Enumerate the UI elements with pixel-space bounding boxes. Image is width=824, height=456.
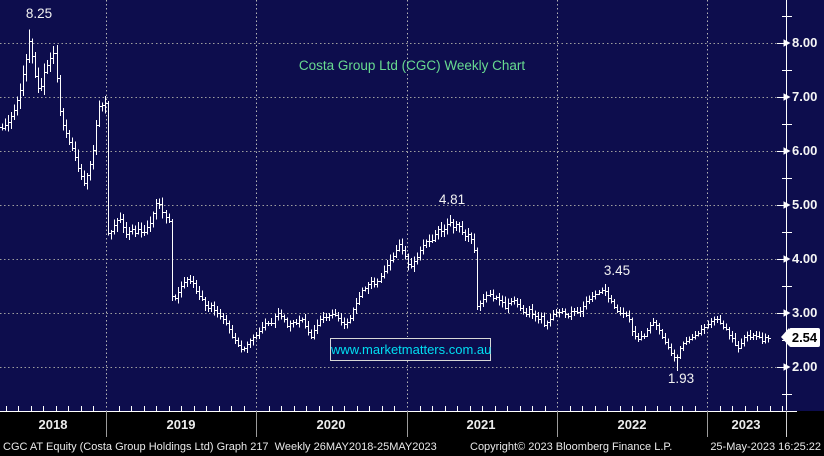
year-separator-lines — [106, 411, 787, 437]
chart-canvas — [0, 0, 824, 440]
xaxis-strip-background — [0, 411, 824, 440]
watermark-backing — [329, 337, 491, 361]
status-bar: CGC AT Equity (Costa Group Holdings Ltd)… — [0, 440, 824, 456]
status-timestamp: 25-May-2023 16:25:22 — [710, 441, 821, 453]
x-axis — [0, 406, 797, 412]
status-copyright: Copyright© 2023 Bloomberg Finance L.P. — [470, 441, 673, 453]
price-bars — [0, 29, 771, 371]
vertical-gridlines — [105, 0, 709, 411]
y-axis-arrow-markers — [777, 39, 791, 371]
status-security-info: CGC AT Equity (Costa Group Holdings Ltd)… — [3, 441, 437, 453]
